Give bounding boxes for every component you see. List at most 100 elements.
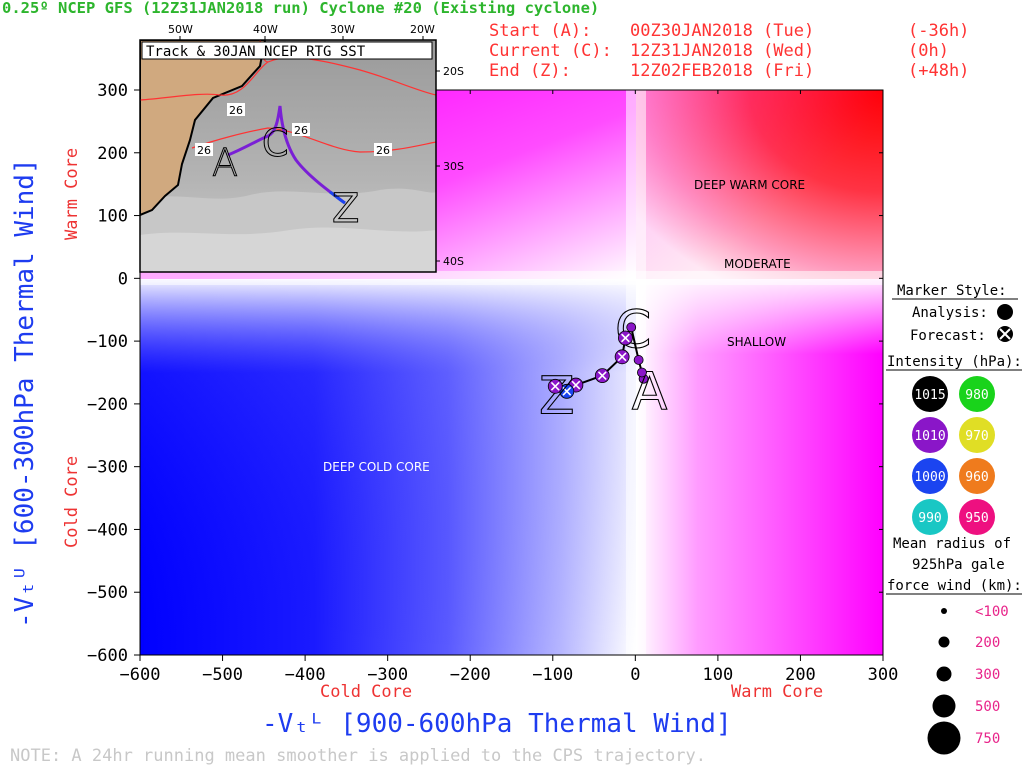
forecast-marker (618, 330, 633, 346)
current-time: 12Z31JAN2018 (Wed) (630, 41, 814, 61)
intensity-swatch (912, 417, 948, 453)
inset-land (140, 40, 267, 217)
x-tick-label: 100 (703, 665, 734, 685)
intensity-item: 1015 (912, 376, 948, 412)
x-tick-label: 200 (785, 665, 816, 685)
inset-lon-20w: 20W (410, 23, 435, 36)
intensity-value: 990 (918, 511, 941, 526)
intensity-swatch (959, 376, 995, 412)
x-tick-label: −300 (367, 665, 408, 685)
legend: Marker Style: Analysis: Forecast: Intens… (886, 283, 1022, 755)
inset-lon-40w: 40W (253, 23, 278, 36)
intensity-value: 980 (965, 388, 988, 403)
intensity-swatch (959, 417, 995, 453)
start-time: 00Z30JAN2018 (Tue) (630, 21, 814, 41)
forecast-marker (547, 378, 563, 394)
analysis-marker-icon (997, 304, 1013, 320)
intensity-value: 1010 (914, 429, 945, 444)
y-tick-label: 300 (97, 81, 128, 101)
start-label: Start (A): (489, 21, 591, 41)
radius-swatch (936, 666, 952, 682)
x-tick-label: −100 (532, 665, 573, 685)
radius-label: 300 (975, 667, 1000, 683)
inset-map: A C Z 26 26 26 26 Track & 30JAN NCEP RTG… (139, 23, 464, 273)
region-deep-warm: DEEP WARM CORE (694, 178, 805, 192)
y-axis-title: -Vₜᵁ [600-300hPa Thermal Wind] (10, 158, 40, 628)
current-label: Current (C): (489, 41, 612, 61)
y-tick-label: −200 (87, 395, 128, 415)
forecast-marker (614, 349, 630, 365)
inset-title: Track & 30JAN NCEP RTG SST (146, 44, 366, 60)
radius-label: 500 (975, 699, 1000, 715)
end-label: End (Z): (489, 61, 571, 81)
plot-background (140, 90, 883, 655)
inset-letter-a: A (212, 141, 238, 185)
inset-iso-label-2: 26 (197, 144, 211, 157)
inset-track (227, 105, 346, 205)
x-tick-label: −400 (285, 665, 326, 685)
inset-lat-30s: 30S (443, 160, 464, 173)
y-tick-label: 0 (118, 269, 128, 289)
track-letter-a: A (632, 362, 668, 422)
radius-swatch (932, 694, 956, 718)
intensity-title: Intensity (hPa): (887, 354, 1022, 370)
inset-title-box (141, 41, 433, 60)
intensity-item: 1000 (912, 458, 948, 494)
track-letter-z: Z (539, 366, 575, 426)
radius-swatch (941, 608, 947, 614)
y-tick-label: −600 (87, 646, 128, 666)
region-moderate: MODERATE (724, 257, 791, 271)
region-deep-cold: DEEP COLD CORE (323, 460, 430, 474)
forecast-marker (568, 377, 584, 393)
radius-item: 750 (927, 721, 1000, 755)
intensity-value: 960 (965, 470, 988, 485)
radius-label: 200 (975, 635, 1000, 651)
inset-letter-c: C (262, 121, 289, 165)
intensity-swatch (912, 376, 948, 412)
inset-lat-20s: 20S (443, 65, 464, 78)
y-tick-label: −300 (87, 458, 128, 478)
y-tick-label: −500 (87, 583, 128, 603)
radius-legend: <100 200 300 500 750 (927, 604, 1009, 755)
time-info: Start (A): 00Z30JAN2018 (Tue) (-36h) Cur… (489, 21, 969, 81)
radius-item: <100 (941, 604, 1009, 620)
inset-isotherm-26a (140, 57, 436, 101)
y-tick-label: 100 (97, 207, 128, 227)
intensity-item: 970 (959, 417, 995, 453)
y-tick-label: 200 (97, 144, 128, 164)
inset-isotherm-26b (191, 127, 436, 153)
analysis-marker (637, 367, 647, 378)
inset-iso-label-3: 26 (294, 124, 308, 137)
intensity-item: 990 (912, 499, 948, 535)
region-labels: DEEP WARM CORE MODERATE SHALLOW DEEP COL… (323, 178, 805, 474)
radius-item: 200 (938, 635, 1000, 651)
x-tick-label: 0 (630, 665, 640, 685)
x-tick-label: 300 (868, 665, 899, 685)
inset-lon-30w: 30W (330, 23, 355, 36)
analysis-marker (626, 322, 637, 333)
intensity-value: 1000 (914, 470, 945, 485)
region-shallow: SHALLOW (727, 335, 786, 349)
intensity-swatch (912, 499, 948, 535)
cps-track: ACZ (538, 300, 668, 427)
intensity-swatch (912, 458, 948, 494)
radius-title-1: Mean radius of (893, 536, 1011, 552)
plot-frame (139, 89, 884, 656)
radius-item: 500 (932, 694, 1000, 718)
y-tick-label: −100 (87, 332, 128, 352)
axis-ticks: −600 −500 −400 −300 −200 −100 0 100 200 300 −600 −5… (87, 81, 898, 685)
intensity-swatch (959, 499, 995, 535)
inset-iso-label-4: 26 (376, 144, 390, 157)
x-right-side-label: Warm Core (731, 682, 823, 702)
intensity-value: 1015 (914, 388, 945, 403)
y-tick-label: −400 (87, 520, 128, 540)
x-tick-label: −500 (202, 665, 243, 685)
intensity-item: 950 (959, 499, 995, 535)
x-tick-label: −600 (120, 665, 161, 685)
y-top-side-label: Warm Core (62, 148, 82, 240)
radius-label: 750 (975, 731, 1000, 747)
x-tick-label: −200 (450, 665, 491, 685)
marker-style-title: Marker Style: (897, 283, 1007, 299)
radius-swatch (927, 721, 961, 755)
